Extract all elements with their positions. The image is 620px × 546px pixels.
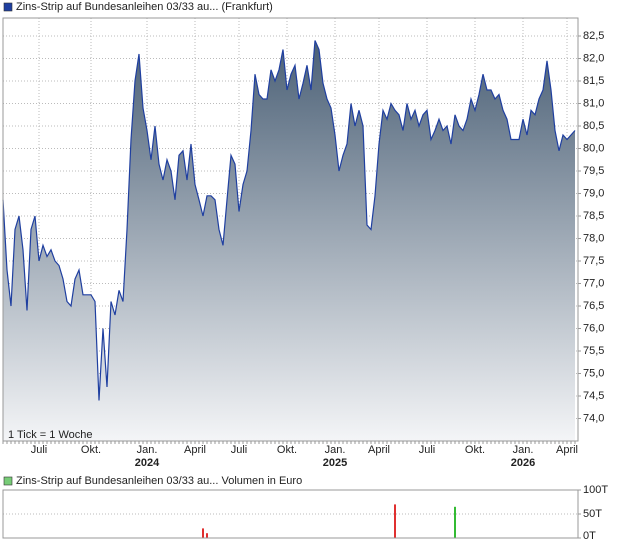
y-tick-label: 76,0 [583,322,604,334]
y-tick-label: 81,5 [583,75,604,87]
price-line [2,40,576,401]
y-tick-label: 75,5 [583,345,604,357]
y-tick-label: 80,0 [583,142,604,154]
x-tick-label: Jan. 2026 [511,444,535,469]
x-tick-label: April [556,444,578,456]
volume-bar [454,506,456,538]
y-tick-label: 82,0 [583,52,604,64]
y-tick-label: 77,0 [583,277,604,289]
y-tick-label: 77,5 [583,255,604,267]
y-tick-label: 74,0 [583,412,604,424]
y-tick-label: 81,0 [583,97,604,109]
x-tick-label: Okt. [465,444,485,456]
y-tick-label: 78,5 [583,210,604,222]
volume-bar [202,528,204,538]
x-tick-label: April [184,444,206,456]
y-tick-label: 0T [583,530,596,542]
y-tick-label: 82,5 [583,30,604,42]
x-tick-label: Jan. 2025 [323,444,347,469]
plot-frame [2,489,579,539]
legend-swatch [3,2,13,12]
y-tick-label: 75,0 [583,367,604,379]
x-tick-label: Juli [419,444,436,456]
y-tick-label: 78,0 [583,232,604,244]
x-tick-label: Juli [231,444,248,456]
y-tick-label: 50T [583,508,602,520]
area-fill [3,40,575,441]
y-tick-label: 80,5 [583,120,604,132]
volume-bar [394,504,396,538]
x-tick-label: Jan. 2024 [135,444,160,469]
y-tick-label: 74,5 [583,390,604,402]
x-tick-label: Okt. [277,444,297,456]
y-tick-label: 76,5 [583,300,604,312]
x-tick-label: Juli [31,444,48,456]
annotation: 1 Tick = 1 Woche [8,429,92,441]
y-tick-label: 79,0 [583,187,604,199]
x-tick-label: Okt. [81,444,101,456]
legend-label: Zins-Strip auf Bundesanleihen 03/33 au..… [16,475,302,487]
plot-frame [2,17,579,442]
legend-label: Zins-Strip auf Bundesanleihen 03/33 au..… [16,1,273,13]
y-tick-label: 100T [583,484,608,496]
y-tick-label: 79,5 [583,165,604,177]
volume-bar [206,533,208,538]
x-tick-label: April [368,444,390,456]
legend-swatch [3,476,13,486]
